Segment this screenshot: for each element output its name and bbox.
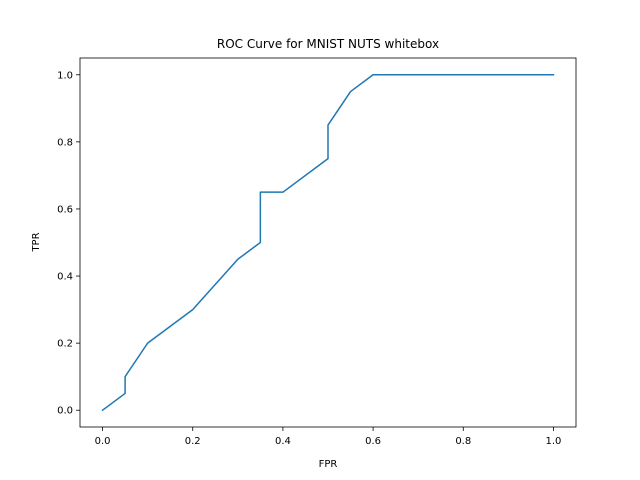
- y-tick-label: 0.0: [57, 406, 73, 417]
- y-tick-label: 0.6: [57, 204, 73, 215]
- x-tick-label: 0.6: [365, 436, 381, 447]
- roc-curve-line: [101, 74, 555, 412]
- axes-frame: [79, 57, 577, 428]
- y-tick-label: 1.0: [57, 70, 73, 81]
- y-tick-label: 0.8: [57, 137, 73, 148]
- y-tick-label: 0.4: [57, 272, 73, 283]
- y-axis-label: TPR: [31, 232, 42, 252]
- x-tick-label: 0.2: [185, 436, 201, 447]
- chart-title: ROC Curve for MNIST NUTS whitebox: [217, 37, 439, 51]
- plot-area: [79, 57, 577, 428]
- x-tick-label: 1.0: [546, 436, 562, 447]
- y-tick-label: 0.2: [57, 339, 73, 350]
- x-tick-label: 0.0: [95, 436, 111, 447]
- axis-ticks: 0.0 0.2 0.4 0.6 0.8 1.0 0.0 0.2 0.4 0.6 0.8 1.0: [57, 70, 561, 447]
- x-tick-label: 0.8: [455, 436, 471, 447]
- x-tick-label: 0.4: [275, 436, 291, 447]
- x-axis-label: FPR: [319, 459, 338, 470]
